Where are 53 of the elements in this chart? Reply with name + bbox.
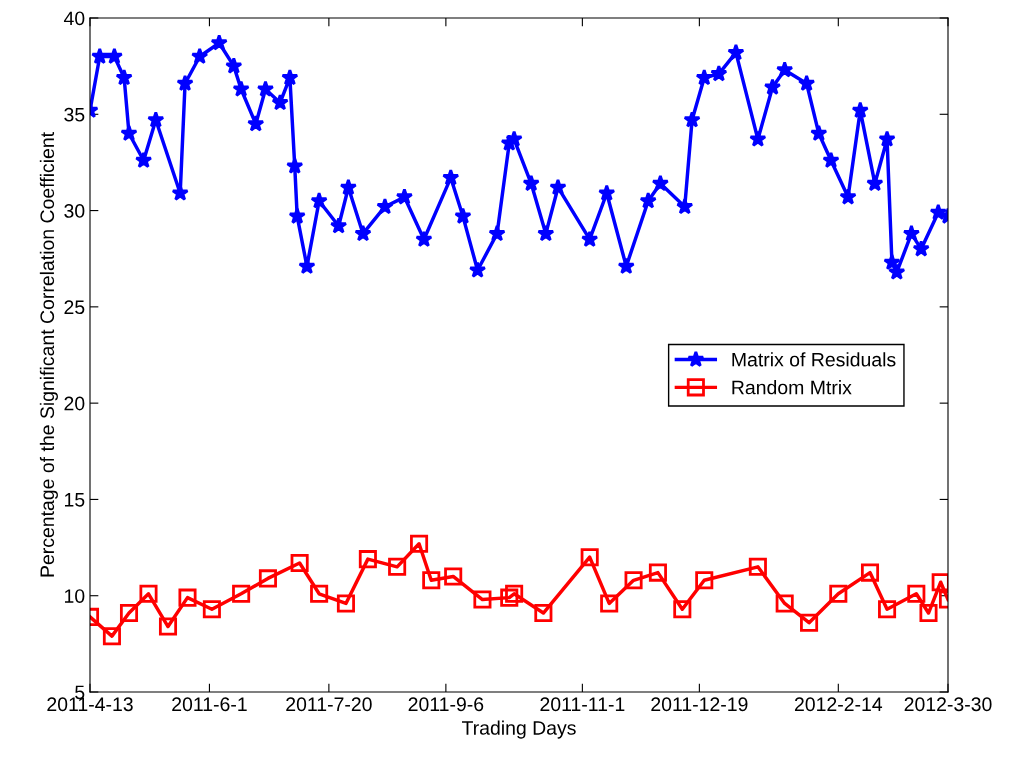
point <box>695 571 714 590</box>
legend-label: Random Mtrix <box>732 380 852 395</box>
y-tick-label: 30 <box>64 204 85 218</box>
x-axis-title: Trading Days <box>461 720 576 739</box>
point <box>800 613 819 632</box>
point <box>410 534 429 553</box>
point <box>829 584 848 603</box>
x-tick-label: 2011-7-20 <box>286 697 372 712</box>
point <box>336 594 355 613</box>
point <box>505 584 524 603</box>
x-tick-label: 2011-6-1 <box>172 697 247 712</box>
x-tick-label: 2012-2-14 <box>794 697 883 712</box>
point <box>907 584 926 603</box>
point <box>102 627 121 646</box>
x-tick-label: 2012-3-30 <box>904 697 992 712</box>
point <box>648 563 667 582</box>
y-tick-label: 20 <box>64 396 85 411</box>
y-tick-label: 10 <box>65 589 85 603</box>
point <box>624 571 643 590</box>
y-tick-label: 35 <box>64 107 85 122</box>
point <box>158 617 178 636</box>
point <box>919 604 938 623</box>
y-axis-title: Percentage of the Significant Correlation Coefficient <box>39 132 58 577</box>
point <box>600 594 619 613</box>
point <box>500 588 519 607</box>
x-tick-label: 2011-9-6 <box>408 697 484 712</box>
point <box>178 588 197 607</box>
x-tick-label: 2011-12-19 <box>651 697 748 712</box>
point <box>310 584 329 603</box>
y-tick-label: 40 <box>63 11 85 26</box>
point <box>444 567 463 586</box>
point <box>232 584 251 603</box>
x-tick-label: 2011-11-1 <box>540 697 625 712</box>
point <box>258 569 277 588</box>
point <box>673 600 692 619</box>
point <box>290 553 309 573</box>
point <box>931 573 948 592</box>
point <box>202 600 221 619</box>
point <box>139 584 158 603</box>
point <box>775 594 794 613</box>
point <box>119 604 139 623</box>
point <box>534 604 553 623</box>
point <box>388 557 407 576</box>
y-tick-label: 25 <box>64 300 85 315</box>
point <box>580 548 599 567</box>
point <box>358 550 377 569</box>
point <box>860 563 880 582</box>
point <box>748 557 767 576</box>
point <box>422 571 441 590</box>
point <box>878 600 897 619</box>
y-tick-label: 15 <box>65 493 85 507</box>
legend-label: Matrix of Residuals <box>732 352 896 367</box>
point <box>473 590 492 609</box>
